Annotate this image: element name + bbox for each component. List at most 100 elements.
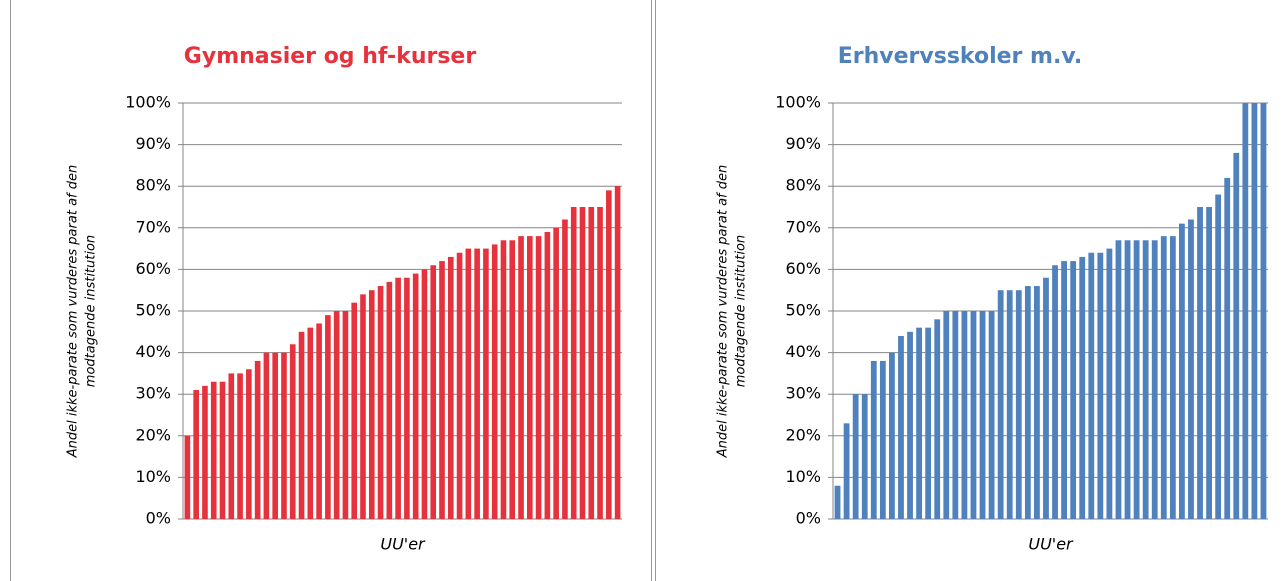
y-axis-label: Andel ikke-parate som vurderes parat af …: [716, 165, 731, 458]
bar: [597, 207, 603, 519]
bar: [447, 256, 454, 519]
bar: [254, 360, 261, 519]
bar: [925, 327, 932, 519]
bar: [579, 207, 586, 519]
y-tick-label: 30%: [785, 384, 821, 403]
y-tick-label: 20%: [135, 425, 171, 444]
bar: [456, 252, 463, 519]
bar: [325, 315, 331, 519]
y-tick-label: 0%: [146, 509, 171, 528]
bar: [843, 423, 850, 519]
bar: [289, 344, 296, 519]
y-tick-label: 10%: [785, 467, 821, 486]
bar: [1079, 256, 1086, 519]
bar: [219, 381, 226, 519]
bar: [997, 290, 1004, 519]
bar: [1106, 248, 1113, 519]
bar: [979, 311, 986, 519]
bar: [870, 360, 877, 519]
bar: [377, 286, 384, 519]
bar: [1197, 207, 1203, 519]
bar: [1133, 240, 1140, 519]
bar: [272, 352, 278, 519]
bar: [1034, 286, 1040, 519]
bar: [430, 265, 437, 519]
bar: [1061, 261, 1067, 519]
bar: [298, 331, 305, 519]
bar: [879, 360, 886, 519]
y-tick-label: 70%: [785, 217, 821, 236]
bar: [360, 294, 366, 519]
bar: [1160, 236, 1167, 519]
bar: [834, 485, 841, 519]
bar: [614, 186, 621, 519]
bar: [861, 394, 868, 519]
panel-frame: [10, 0, 652, 581]
bar: [412, 273, 419, 519]
bar: [509, 240, 516, 519]
bar: [395, 277, 401, 519]
y-tick-label: 90%: [785, 134, 821, 153]
bar: [263, 352, 270, 519]
y-tick-label: 80%: [785, 176, 821, 195]
bar: [1169, 236, 1176, 519]
bar: [465, 248, 472, 519]
bar: [1124, 240, 1131, 519]
bar: [606, 190, 612, 520]
bar: [1233, 152, 1240, 520]
bar: [1052, 265, 1058, 519]
bar: [1070, 261, 1077, 519]
bar: [246, 369, 252, 519]
y-tick-label: 30%: [135, 384, 171, 403]
bar: [1097, 252, 1104, 519]
panel-frame: [655, 0, 656, 581]
bar: [553, 227, 559, 520]
y-tick-label: 0%: [796, 509, 821, 528]
bar: [852, 394, 859, 519]
bar: [1206, 207, 1212, 519]
y-axis-label: Andel ikke-parate som vurderes parat af …: [66, 165, 81, 458]
x-axis-label: UU'er: [1028, 535, 1074, 554]
bar: [1242, 103, 1249, 519]
bar: [1251, 103, 1258, 519]
bar: [988, 311, 995, 519]
bar: [210, 381, 217, 519]
y-tick-label: 60%: [785, 259, 821, 278]
bar: [193, 390, 199, 519]
bar: [1151, 240, 1158, 519]
y-tick-label: 50%: [135, 301, 171, 320]
bar: [342, 311, 349, 519]
y-tick-label: 100%: [775, 93, 821, 112]
bar: [439, 261, 445, 519]
y-tick-label: 40%: [785, 342, 821, 361]
bar: [943, 311, 950, 519]
bar: [1142, 240, 1149, 519]
bar: [1115, 240, 1122, 519]
y-axis-label: modtagende institution: [84, 235, 99, 387]
bar: [952, 311, 959, 519]
bar: [404, 277, 410, 519]
bar: [1006, 290, 1013, 519]
chart-title: Erhvervsskoler m.v.: [838, 44, 1083, 69]
bar: [386, 281, 393, 519]
bar: [351, 302, 358, 519]
bar: [518, 236, 524, 519]
bar: [491, 244, 498, 519]
bar: [500, 240, 507, 519]
bar: [889, 352, 895, 519]
bar: [202, 385, 208, 519]
bar: [1024, 286, 1031, 519]
bar: [970, 311, 977, 519]
bar: [184, 435, 191, 519]
bar: [1215, 194, 1222, 519]
y-tick-label: 80%: [135, 176, 171, 195]
bar: [1088, 252, 1095, 519]
bar: [333, 311, 340, 519]
y-tick-label: 100%: [125, 93, 171, 112]
bar: [307, 327, 314, 519]
bar: [474, 248, 480, 519]
bar: [544, 231, 551, 519]
bar: [1260, 103, 1267, 519]
bar: [916, 327, 922, 519]
